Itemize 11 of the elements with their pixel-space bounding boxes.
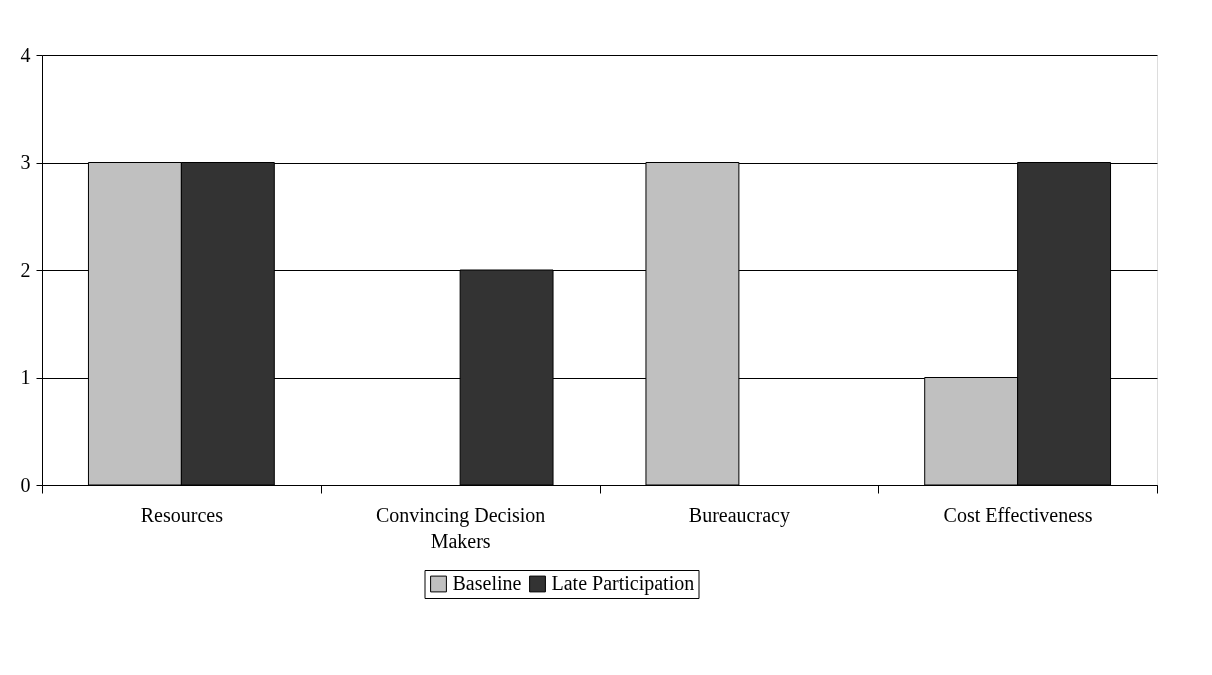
x-tick-label: Cost Effectiveness	[943, 503, 1093, 526]
y-tick-label: 3	[20, 151, 31, 173]
y-tick-label: 4	[20, 43, 31, 66]
x-tick-label: Convincing Decision Makers	[375, 503, 546, 552]
x-tick-label: Bureaucracy	[688, 503, 790, 527]
y-tick-label: 2	[20, 258, 31, 281]
x-tick-label: Resources	[140, 503, 224, 526]
y-tick-label: 0	[20, 473, 31, 496]
legend-label: Baseline	[452, 572, 522, 594]
y-tick-label: 1	[20, 366, 31, 388]
legend-label: Late Participation	[551, 572, 695, 595]
